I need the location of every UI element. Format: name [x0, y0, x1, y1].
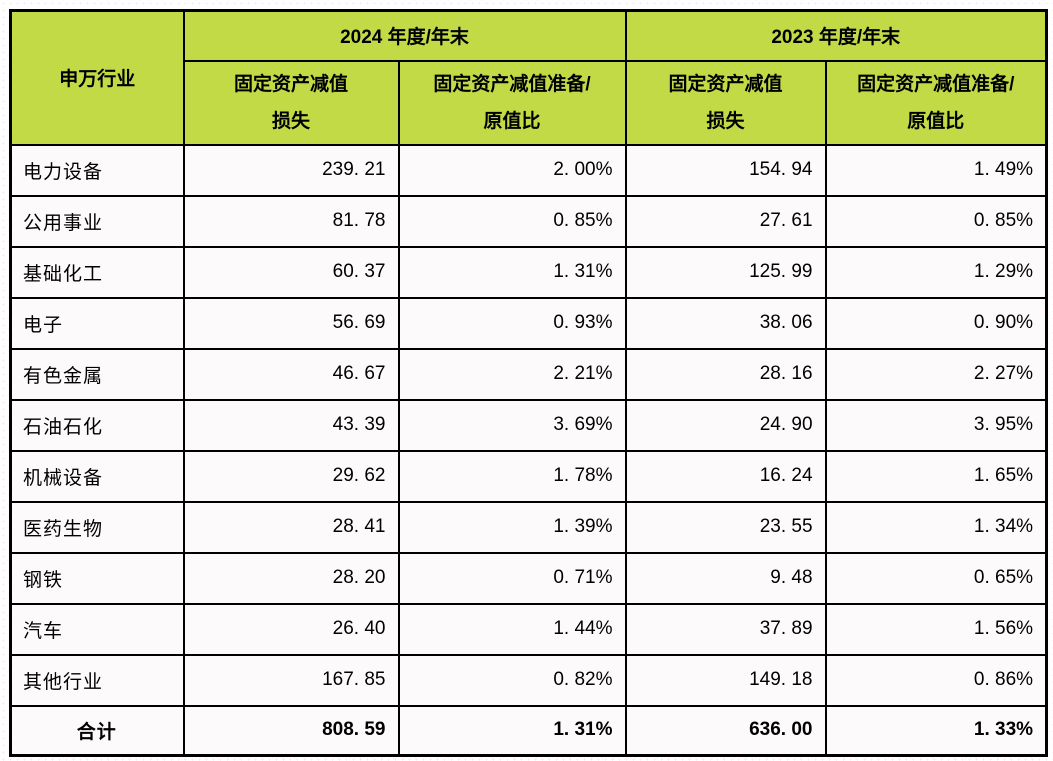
- loss-2023-cell: 125. 99: [624, 245, 827, 299]
- ratio-2023-cell: 2. 27%: [824, 347, 1048, 401]
- ratio-2024-cell: 0. 82%: [397, 653, 627, 707]
- total-ratio-2024-cell: 1. 31%: [397, 704, 627, 757]
- loss-2023-cell: 154. 94: [624, 143, 827, 197]
- table-row: 公用事业 81. 78 0. 85% 27. 61 0. 85%: [9, 194, 1048, 248]
- table-row: 电子 56. 69 0. 93% 38. 06 0. 90%: [9, 296, 1048, 350]
- ratio-2024-cell: 1. 78%: [397, 449, 627, 503]
- loss-2023-cell: 149. 18: [624, 653, 827, 707]
- loss-2023-cell: 16. 24: [624, 449, 827, 503]
- table-row: 医药生物 28. 41 1. 39% 23. 55 1. 34%: [9, 500, 1048, 554]
- industry-cell: 机械设备: [9, 449, 185, 503]
- ratio-2024-cell: 2. 21%: [397, 347, 627, 401]
- table-row: 钢铁 28. 20 0. 71% 9. 48 0. 65%: [9, 551, 1048, 605]
- ratio-2023-cell: 1. 34%: [824, 500, 1048, 554]
- industry-cell: 钢铁: [9, 551, 185, 605]
- total-loss-2023-cell: 636. 00: [624, 704, 827, 757]
- loss-2024-cell: 46. 67: [182, 347, 400, 401]
- ratio-2023-cell: 1. 29%: [824, 245, 1048, 299]
- industry-cell: 有色金属: [9, 347, 185, 401]
- loss-2023-cell: 28. 16: [624, 347, 827, 401]
- col-header-loss-2023: 固定资产减值 损失: [624, 59, 827, 146]
- industry-cell: 基础化工: [9, 245, 185, 299]
- ratio-2023-cell: 1. 65%: [824, 449, 1048, 503]
- loss-2024-cell: 56. 69: [182, 296, 400, 350]
- total-loss-2024-cell: 808. 59: [182, 704, 400, 757]
- loss-2023-cell: 37. 89: [624, 602, 827, 656]
- loss-2024-cell: 28. 41: [182, 500, 400, 554]
- loss-2024-cell: 43. 39: [182, 398, 400, 452]
- impairment-table: 申万行业 2024 年度/年末 2023 年度/年末 固定资产减值 损失 固定资…: [9, 9, 1049, 758]
- ratio-2024-cell: 1. 44%: [397, 602, 627, 656]
- ratio-2024-cell: 1. 31%: [397, 245, 627, 299]
- loss-2024-cell: 167. 85: [182, 653, 400, 707]
- ratio-2024-cell: 0. 71%: [397, 551, 627, 605]
- ratio-2023-cell: 1. 49%: [824, 143, 1048, 197]
- ratio-2023-cell: 0. 85%: [824, 194, 1048, 248]
- industry-cell: 电力设备: [9, 143, 185, 197]
- col-header-ratio-2024: 固定资产减值准备/ 原值比: [397, 59, 627, 146]
- loss-2023-cell: 24. 90: [624, 398, 827, 452]
- ratio-2024-cell: 2. 00%: [397, 143, 627, 197]
- table-header: 申万行业 2024 年度/年末 2023 年度/年末 固定资产减值 损失 固定资…: [9, 9, 1048, 146]
- loss-2024-cell: 60. 37: [182, 245, 400, 299]
- ratio-2023-cell: 0. 65%: [824, 551, 1048, 605]
- loss-2023-cell: 38. 06: [624, 296, 827, 350]
- loss-2024-cell: 81. 78: [182, 194, 400, 248]
- table-row: 其他行业 167. 85 0. 82% 149. 18 0. 86%: [9, 653, 1048, 707]
- table-body: 电力设备 239. 21 2. 00% 154. 94 1. 49% 公用事业 …: [9, 143, 1048, 757]
- header-group-row: 申万行业 2024 年度/年末 2023 年度/年末: [9, 9, 1048, 146]
- impairment-table-container: 申万行业 2024 年度/年末 2023 年度/年末 固定资产减值 损失 固定资…: [9, 9, 1049, 758]
- total-ratio-2023-cell: 1. 33%: [824, 704, 1048, 757]
- loss-2024-cell: 28. 20: [182, 551, 400, 605]
- header-sub-row: 固定资产减值 损失 固定资产减值准备/ 原值比 固定资产减值 损失 固定资产减值…: [11, 59, 1048, 146]
- table-row: 基础化工 60. 37 1. 31% 125. 99 1. 29%: [9, 245, 1048, 299]
- industry-cell: 其他行业: [9, 653, 185, 707]
- industry-cell: 医药生物: [9, 500, 185, 554]
- col-header-industry: 申万行业: [9, 9, 185, 146]
- table-row: 汽车 26. 40 1. 44% 37. 89 1. 56%: [9, 602, 1048, 656]
- loss-2024-cell: 29. 62: [182, 449, 400, 503]
- table-total-row: 合计 808. 59 1. 31% 636. 00 1. 33%: [9, 704, 1048, 757]
- col-header-group-2024: 2024 年度/年末: [182, 9, 627, 62]
- industry-cell: 电子: [9, 296, 185, 350]
- total-label-cell: 合计: [9, 704, 185, 757]
- col-header-ratio-2023: 固定资产减值准备/ 原值比: [824, 59, 1048, 146]
- ratio-2024-cell: 3. 69%: [397, 398, 627, 452]
- loss-2024-cell: 26. 40: [182, 602, 400, 656]
- ratio-2024-cell: 0. 85%: [397, 194, 627, 248]
- col-header-loss-2024: 固定资产减值 损失: [182, 59, 400, 146]
- loss-2023-cell: 23. 55: [624, 500, 827, 554]
- loss-2023-cell: 27. 61: [624, 194, 827, 248]
- table-row: 机械设备 29. 62 1. 78% 16. 24 1. 65%: [9, 449, 1048, 503]
- ratio-2024-cell: 0. 93%: [397, 296, 627, 350]
- ratio-2023-cell: 0. 90%: [824, 296, 1048, 350]
- table-row: 电力设备 239. 21 2. 00% 154. 94 1. 49%: [9, 143, 1048, 197]
- loss-2024-cell: 239. 21: [182, 143, 400, 197]
- ratio-2023-cell: 3. 95%: [824, 398, 1048, 452]
- industry-cell: 汽车: [9, 602, 185, 656]
- col-header-group-2023: 2023 年度/年末: [624, 9, 1048, 62]
- table-row: 石油石化 43. 39 3. 69% 24. 90 3. 95%: [9, 398, 1048, 452]
- industry-cell: 公用事业: [9, 194, 185, 248]
- table-row: 有色金属 46. 67 2. 21% 28. 16 2. 27%: [9, 347, 1048, 401]
- ratio-2023-cell: 1. 56%: [824, 602, 1048, 656]
- loss-2023-cell: 9. 48: [624, 551, 827, 605]
- industry-cell: 石油石化: [9, 398, 185, 452]
- ratio-2023-cell: 0. 86%: [824, 653, 1048, 707]
- ratio-2024-cell: 1. 39%: [397, 500, 627, 554]
